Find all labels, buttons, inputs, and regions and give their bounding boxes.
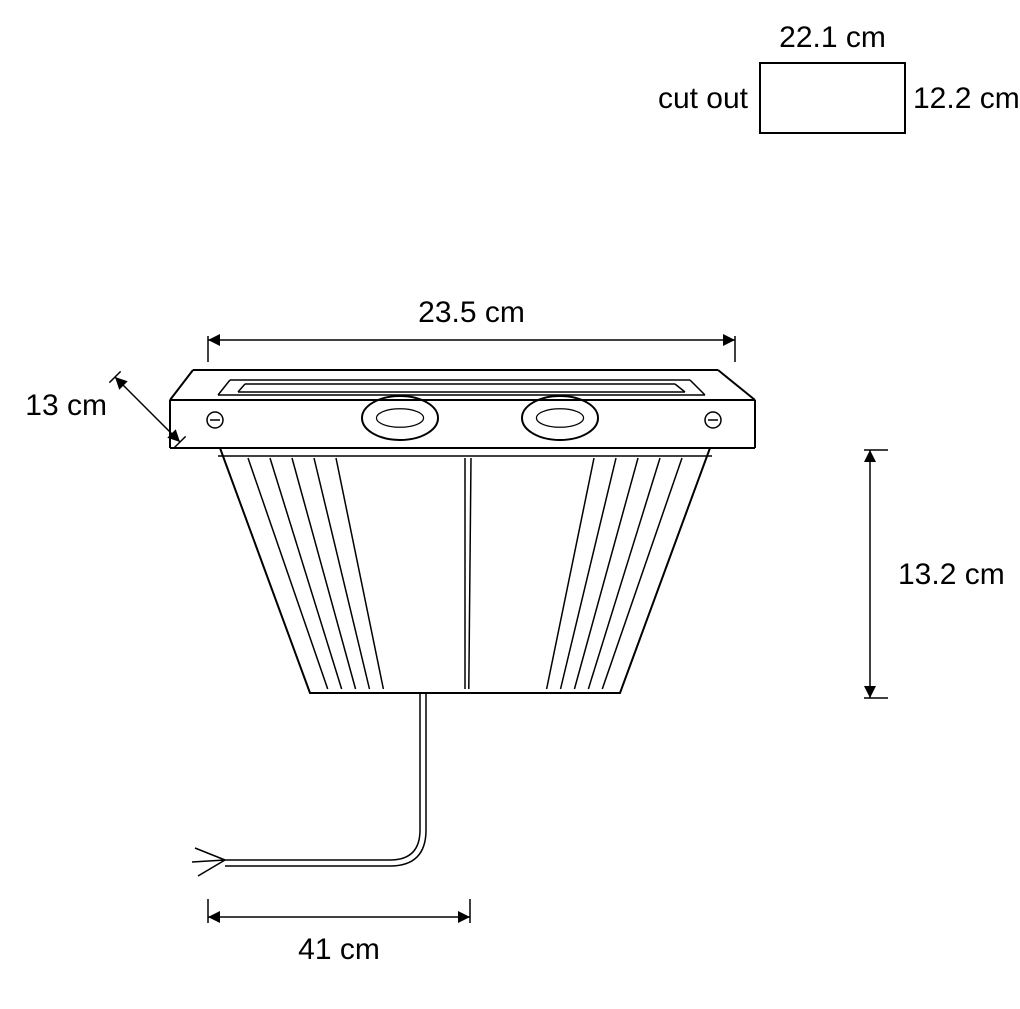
svg-text:12.2 cm: 12.2 cm xyxy=(913,82,1020,115)
svg-text:41 cm: 41 cm xyxy=(298,933,380,966)
svg-text:23.5 cm: 23.5 cm xyxy=(418,296,525,329)
svg-text:cut out: cut out xyxy=(658,82,749,115)
svg-text:13 cm: 13 cm xyxy=(25,389,107,422)
svg-text:13.2 cm: 13.2 cm xyxy=(898,558,1005,591)
svg-text:22.1 cm: 22.1 cm xyxy=(779,21,886,54)
